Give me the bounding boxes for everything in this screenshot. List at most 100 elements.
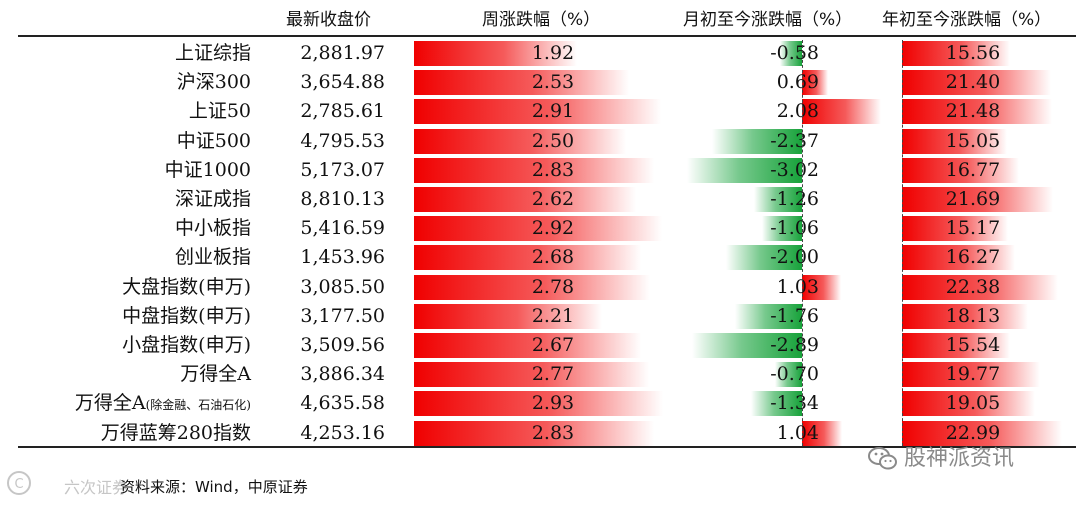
ytd-value: 19.77 (945, 363, 1001, 386)
close-price: 4,635.58 (300, 392, 385, 415)
mtd-bar (761, 216, 802, 242)
close-price: 2,881.97 (300, 42, 385, 64)
index-name: 深证成指 (175, 185, 251, 214)
header-price: 最新收盘价 (286, 10, 371, 30)
index-name: 大盘指数(申万) (122, 273, 251, 302)
index-name-main: 深证成指 (174, 188, 251, 210)
mtd-bar (802, 420, 842, 446)
index-name-main: 沪深300 (176, 71, 251, 94)
ytd-value: 22.38 (945, 275, 1001, 298)
close-price: 3,654.88 (300, 71, 385, 94)
weekly-bar (414, 216, 662, 242)
brand-logo: 股神派资讯 (868, 444, 1014, 474)
weekly-value: 2.77 (531, 363, 575, 386)
table-row: 万得全A 3,886.34 2.77 -0.70 19.77 (0, 360, 1080, 389)
close-price: 5,173.07 (300, 158, 385, 181)
table-row: 沪深300 3,654.88 2.53 0.69 21.40 (0, 68, 1080, 97)
ytd-bar (902, 41, 1011, 66)
weekly-value: 2.83 (531, 158, 575, 181)
index-name-main: 上证综指 (174, 42, 251, 64)
ytd-bar (902, 274, 1058, 300)
ytd-value: 15.54 (945, 334, 1001, 356)
table-row: 上证综指 2,881.97 1.92 -0.58 15.56 (0, 39, 1080, 68)
weekly-bar (414, 128, 627, 154)
weekly-value: 2.50 (531, 129, 575, 152)
index-name: 中盘指数(申万) (122, 302, 251, 331)
mtd-bar (735, 303, 802, 329)
top-rule (18, 35, 1076, 37)
table-row: 小盘指数(申万) 3,509.56 2.67 -2.89 15.54 (0, 331, 1080, 360)
index-name-main: 上证50 (188, 100, 251, 123)
table-row: 万得蓝筹280指数 4,253.16 2.83 1.04 22.99 (0, 419, 1080, 448)
index-name-main: 大盘指数(申万) (122, 275, 251, 298)
mtd-bar (692, 333, 802, 358)
ytd-value: 15.56 (945, 42, 1001, 64)
weekly-bar (414, 333, 641, 358)
close-price: 4,795.53 (300, 129, 385, 152)
ytd-bar (902, 245, 1016, 271)
close-price: 5,416.59 (300, 217, 385, 240)
table-row: 中小板指 5,416.59 2.92 -1.06 15.17 (0, 214, 1080, 243)
watermark-icon: C (7, 471, 31, 495)
mtd-value: 2.08 (776, 100, 819, 123)
weekly-bar (414, 70, 629, 96)
weekly-bar (414, 41, 577, 66)
ytd-value: 15.05 (945, 129, 1001, 152)
weekly-bar (414, 245, 642, 271)
ytd-value: 22.99 (945, 421, 1001, 444)
ytd-bar (902, 128, 1007, 154)
mtd-value: -1.26 (770, 188, 819, 210)
table-row: 大盘指数(申万) 3,085.50 2.78 1.03 22.38 (0, 273, 1080, 302)
weekly-value: 1.92 (531, 42, 575, 64)
table-row: 中证1000 5,173.07 2.83 -3.02 16.77 (0, 156, 1080, 185)
table-row: 深证成指 8,810.13 2.62 -1.26 21.69 (0, 185, 1080, 214)
ytd-bar (902, 303, 1029, 329)
index-name-main: 中证500 (176, 129, 251, 152)
mtd-bar (754, 187, 802, 212)
weekly-value: 2.78 (531, 275, 575, 298)
close-price: 8,810.13 (300, 188, 385, 210)
close-price: 3,509.56 (300, 334, 385, 356)
index-name-main: 创业板指 (174, 246, 251, 269)
index-name: 上证综指 (175, 39, 251, 68)
close-price: 4,253.16 (300, 421, 385, 444)
table-row: 上证50 2,785.61 2.91 2.08 21.48 (0, 97, 1080, 126)
header-mtd: 月初至今涨跌幅（%） (683, 10, 853, 30)
mtd-value: 1.04 (776, 421, 819, 444)
mtd-value: -3.02 (770, 158, 819, 181)
index-name: 中证1000 (165, 156, 251, 185)
ytd-bar (902, 362, 1040, 388)
index-name: 中小板指 (175, 214, 251, 243)
close-price: 2,785.61 (300, 100, 385, 123)
mtd-bar (775, 362, 802, 388)
weekly-value: 2.83 (531, 421, 575, 444)
index-name: 万得蓝筹280指数 (101, 419, 251, 448)
index-name-main: 小盘指数(申万) (122, 334, 251, 356)
mtd-value: -2.37 (770, 129, 819, 152)
index-name-main: 万得全A (180, 363, 251, 386)
index-name-main: 万得全A (74, 392, 146, 415)
ytd-bar (902, 333, 1011, 358)
mtd-value: -0.58 (770, 42, 819, 64)
wechat-icon (868, 447, 897, 470)
index-name-main: 中证1000 (164, 158, 251, 181)
index-name: 万得全A(除金融、石油石化) (75, 389, 251, 418)
close-price: 3,085.50 (300, 275, 385, 298)
table-row: 万得全A(除金融、石油石化) 4,635.58 2.93 -1.34 19.05 (0, 389, 1080, 418)
ytd-value: 15.17 (945, 217, 1001, 240)
weekly-value: 2.53 (531, 71, 575, 94)
ytd-bar (902, 157, 1019, 183)
close-price: 3,886.34 (300, 363, 385, 386)
index-name: 创业板指 (175, 243, 251, 272)
index-name: 中证500 (177, 127, 251, 156)
ytd-value: 21.69 (945, 188, 1001, 210)
logo-text: 股神派资讯 (904, 446, 1015, 471)
table-row: 中证500 4,795.53 2.50 -2.37 15.05 (0, 127, 1080, 156)
mtd-value: -1.34 (770, 392, 819, 415)
ytd-bar (902, 216, 1008, 242)
ytd-bar (902, 70, 1051, 96)
source-note: 资料来源：Wind，中原证券 (120, 478, 308, 496)
mtd-bar (751, 391, 802, 417)
index-name: 上证50 (189, 97, 251, 126)
weekly-bar (414, 274, 650, 300)
